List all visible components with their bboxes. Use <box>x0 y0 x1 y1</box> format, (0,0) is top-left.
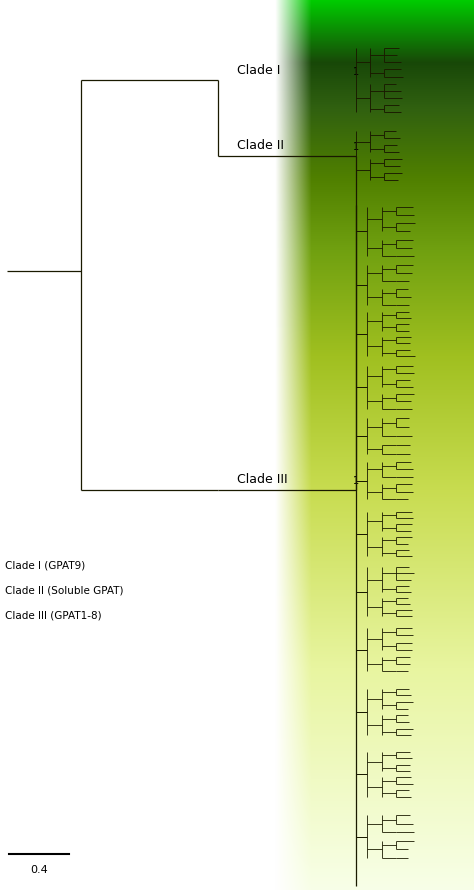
Text: Clade I (GPAT9): Clade I (GPAT9) <box>5 561 85 570</box>
Text: 1: 1 <box>353 142 359 152</box>
Text: 1: 1 <box>353 67 359 77</box>
Text: 1: 1 <box>353 476 359 486</box>
Text: Clade III: Clade III <box>237 473 288 486</box>
Text: Clade II (Soluble GPAT): Clade II (Soluble GPAT) <box>5 586 123 595</box>
Text: Clade II: Clade II <box>237 139 284 152</box>
Text: 0.4: 0.4 <box>30 865 48 875</box>
Text: Clade III (GPAT1-8): Clade III (GPAT1-8) <box>5 611 101 620</box>
Text: Clade I: Clade I <box>237 63 281 77</box>
